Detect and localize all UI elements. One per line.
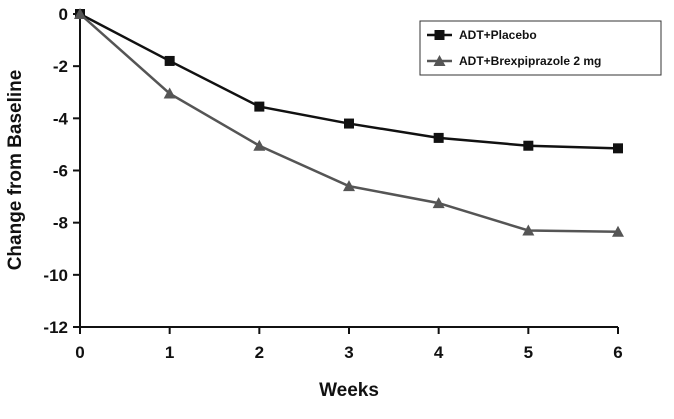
x-tick-label: 0 — [75, 343, 84, 362]
y-axis-title: Change from Baseline — [5, 70, 26, 271]
data-point-square — [164, 55, 175, 66]
x-axis-ticks: 0 1 2 3 4 5 6 — [75, 327, 623, 362]
data-point-square — [523, 140, 534, 151]
y-tick-label: -6 — [53, 162, 68, 181]
series-layer — [74, 8, 624, 237]
data-point-square — [434, 30, 445, 40]
data-point-square — [433, 132, 444, 143]
data-point-triangle — [433, 55, 446, 66]
y-tick-label: -8 — [53, 214, 68, 233]
y-axis-ticks: 0 -2 -4 -6 -8 -10 -12 — [43, 5, 80, 337]
data-point-triangle — [522, 224, 535, 236]
data-point-triangle — [343, 180, 355, 192]
data-point-triangle — [432, 197, 445, 209]
legend: ADT+Placebo ADT+Brexpiprazole 2 mg — [419, 20, 662, 76]
y-tick-label: -12 — [43, 318, 68, 337]
data-point-triangle — [163, 87, 176, 99]
data-point-triangle — [253, 139, 266, 151]
x-axis-title: Weeks — [319, 380, 379, 401]
x-tick-label: 4 — [434, 343, 444, 362]
series-1 — [75, 9, 623, 154]
x-tick-label: 5 — [524, 343, 533, 362]
y-tick-label: 0 — [59, 5, 68, 24]
legend-label: ADT+Placebo — [459, 28, 537, 42]
data-point-square — [344, 118, 354, 129]
data-point-square — [613, 143, 623, 154]
x-tick-label: 1 — [165, 343, 174, 362]
y-tick-label: -4 — [53, 109, 69, 128]
legend-box — [419, 20, 662, 76]
x-tick-label: 2 — [255, 343, 264, 362]
y-tick-label: -10 — [43, 266, 68, 285]
data-point-triangle — [612, 225, 624, 237]
data-point-square — [254, 101, 265, 112]
data-point-triangle — [74, 8, 86, 19]
x-tick-label: 6 — [613, 343, 622, 362]
legend-item-1: ADT+Placebo — [427, 28, 537, 42]
legend-item-2: ADT+Brexpiprazole 2 mg — [427, 54, 601, 68]
y-tick-label: -2 — [53, 57, 68, 76]
legend-label: ADT+Brexpiprazole 2 mg — [459, 54, 601, 68]
series-2 — [74, 8, 624, 237]
x-tick-label: 3 — [344, 343, 353, 362]
